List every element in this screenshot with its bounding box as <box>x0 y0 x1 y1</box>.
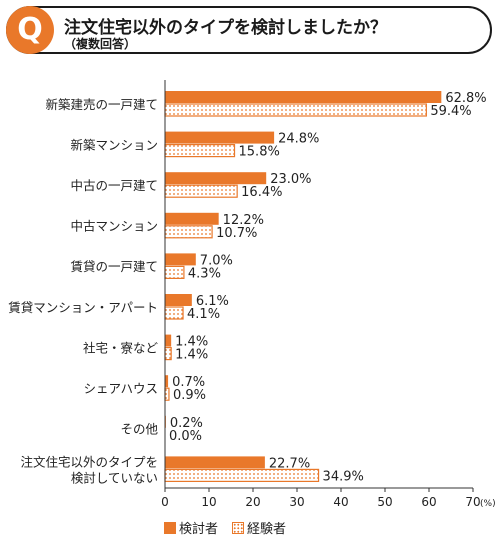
bar-examiner <box>165 172 267 185</box>
data-label: 7.0% <box>200 253 233 268</box>
bar-experienced <box>164 225 213 239</box>
x-axis-unit: (%) <box>480 499 496 509</box>
data-label: 22.7% <box>269 456 310 471</box>
chart-title: 注文住宅以外のタイプを検討しましたか？ <box>64 18 387 38</box>
bar-examiner <box>165 294 192 306</box>
data-label: 4.3% <box>188 266 221 281</box>
data-label: 12.2% <box>223 213 264 228</box>
data-label: 6.1% <box>196 294 229 309</box>
legend-swatch-dotted <box>232 521 245 534</box>
x-tick-label: 10 <box>201 495 216 509</box>
category-label: 注文住宅以外のタイプを検討していない <box>20 455 158 486</box>
x-tick-label: 30 <box>289 495 304 509</box>
data-label: 62.8% <box>445 91 486 106</box>
category-label: その他 <box>120 422 158 437</box>
bar-experienced <box>164 347 172 361</box>
bar-experienced <box>164 265 185 279</box>
legend-label: 経験者 <box>247 522 287 537</box>
data-label: 23.0% <box>270 172 311 187</box>
legend-item-examiner: 検討者 <box>164 518 218 537</box>
legend: 検討者 経験者 <box>164 518 300 537</box>
data-label: 24.8% <box>278 132 319 147</box>
legend-label: 検討者 <box>179 522 219 537</box>
category-label: 新築マンション <box>70 137 158 152</box>
legend-item-experienced: 経験者 <box>232 518 286 537</box>
bar-experienced <box>164 103 427 117</box>
data-label: 1.4% <box>175 348 208 363</box>
x-tick-label: 60 <box>421 495 436 509</box>
q-badge: Q <box>6 6 54 54</box>
x-tick-label: 50 <box>377 495 392 509</box>
legend-swatch-solid <box>164 521 176 534</box>
category-label: 賃貸マンション・アパート <box>8 300 158 315</box>
category-label: 賃貸の一戸建て <box>70 259 158 274</box>
category-label: 新築建売の一戸建て <box>45 97 158 112</box>
data-label: 0.0% <box>169 429 202 444</box>
question-header: Q 注文住宅以外のタイプを検討しましたか？ （複数回答） <box>6 6 492 54</box>
data-label: 15.8% <box>239 145 280 160</box>
data-label: 16.4% <box>241 185 282 200</box>
bar-examiner <box>165 91 442 103</box>
data-label: 1.4% <box>175 335 208 350</box>
bar-experienced <box>164 306 184 320</box>
bar-examiner <box>165 334 172 347</box>
category-label: 中古の一戸建て <box>70 178 158 193</box>
bar-examiner <box>165 131 275 144</box>
x-tick-label: 40 <box>333 495 348 509</box>
chart-subtitle: （複数回答） <box>64 37 137 51</box>
data-label: 0.7% <box>172 375 205 390</box>
bar-experienced <box>164 387 170 401</box>
category-label: シェアハウス <box>83 381 158 396</box>
bar-examiner <box>165 456 265 469</box>
bar-experienced <box>164 144 236 158</box>
data-label: 0.2% <box>170 416 203 431</box>
data-label: 59.4% <box>430 104 471 119</box>
data-label: 4.1% <box>187 307 220 322</box>
data-label: 34.9% <box>323 469 364 484</box>
data-label: 10.7% <box>216 226 257 241</box>
bar-experienced <box>164 468 320 482</box>
data-label: 0.9% <box>173 388 206 403</box>
x-tick-label: 20 <box>245 495 260 509</box>
category-label: 中古マンション <box>70 219 158 234</box>
x-tick-label: 70 <box>465 495 480 509</box>
bar-examiner <box>165 253 196 266</box>
bar-examiner <box>165 375 169 388</box>
bar-experienced <box>164 184 238 198</box>
x-tick-label: 0 <box>161 495 169 509</box>
bar-examiner <box>165 212 219 225</box>
category-label: 社宅・寮など <box>83 340 159 355</box>
